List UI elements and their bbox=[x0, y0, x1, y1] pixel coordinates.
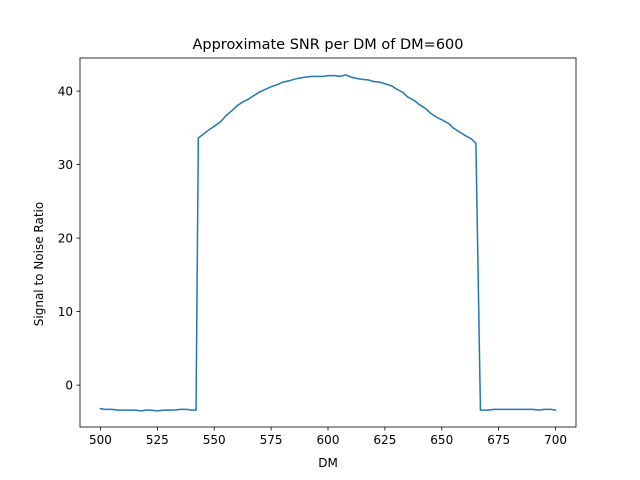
y-tick-label-40: 40 bbox=[58, 84, 73, 98]
x-tick-label-550: 550 bbox=[203, 433, 226, 447]
x-tick-label-525: 525 bbox=[146, 433, 169, 447]
x-tick-label-650: 650 bbox=[430, 433, 453, 447]
x-tick-label-575: 575 bbox=[260, 433, 283, 447]
x-tick-label-500: 500 bbox=[89, 433, 112, 447]
plot-area: 500 525 550 575 600 625 650 675 700 0 10 20 30 40 bbox=[58, 57, 577, 447]
y-tick-label-20: 20 bbox=[58, 231, 73, 245]
x-tick-label-675: 675 bbox=[487, 433, 510, 447]
x-axis-label: DM bbox=[318, 456, 338, 470]
chart-title: Approximate SNR per DM of DM=600 bbox=[192, 37, 463, 53]
y-tick-label-0: 0 bbox=[65, 378, 73, 392]
y-tick-label-30: 30 bbox=[58, 158, 73, 172]
x-tick-label-600: 600 bbox=[317, 433, 340, 447]
x-tick-label-700: 700 bbox=[544, 433, 567, 447]
series-line-0 bbox=[99, 74, 557, 412]
y-tick-label-10: 10 bbox=[58, 305, 73, 319]
x-tick-label-625: 625 bbox=[373, 433, 396, 447]
y-axis-label: Signal to Noise Ratio bbox=[32, 202, 46, 326]
